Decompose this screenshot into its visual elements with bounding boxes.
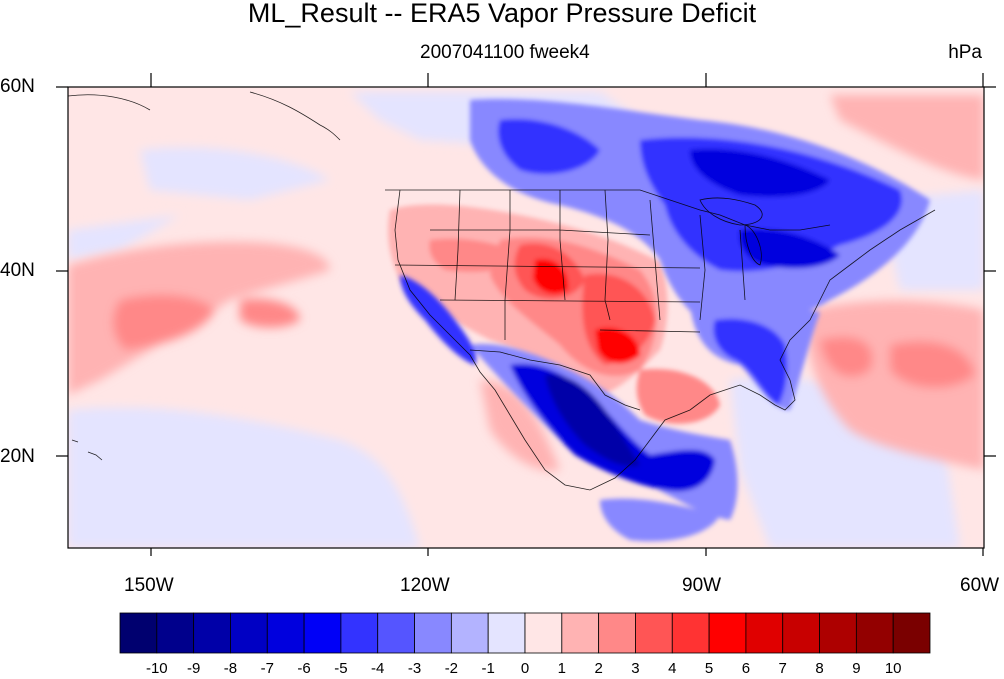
colorbar-swatch	[782, 612, 820, 654]
lat-label-20n: 20N	[0, 446, 35, 467]
colorbar-tick-label: -10	[145, 660, 168, 677]
field-region	[140, 147, 330, 200]
colorbar-tick-label: -7	[260, 660, 274, 677]
units-label: hPa	[948, 42, 982, 63]
lon-label-120w: 120W	[400, 575, 450, 596]
colorbar-swatch	[303, 612, 342, 654]
colorbar-tick-label: -2	[444, 660, 459, 677]
colorbar-swatch	[671, 612, 710, 654]
field-region	[690, 149, 830, 197]
field-region	[498, 119, 600, 174]
colorbar-tick-label: 5	[704, 660, 714, 677]
lat-label-60n: 60N	[0, 76, 35, 97]
field-region	[240, 298, 300, 328]
colorbar-tick-label: -8	[223, 660, 238, 677]
colorbar-swatch	[119, 612, 158, 654]
colorbar-swatch	[414, 612, 452, 654]
lon-label-90w: 90W	[682, 575, 722, 596]
colorbar-swatch	[819, 612, 857, 654]
colorbar-tick-label: 10	[884, 660, 902, 677]
hawaii-islands	[71, 439, 103, 461]
colorbar-swatch	[193, 612, 231, 654]
colorbar	[119, 612, 931, 654]
colorbar-swatch	[561, 612, 600, 654]
colorbar-tick-label: -4	[371, 660, 385, 677]
lon-label-60w: 60W	[960, 575, 1000, 596]
field-region	[68, 407, 420, 548]
field-region	[820, 336, 873, 377]
coastline	[394, 189, 936, 491]
colorbar-tick-label: 3	[631, 660, 640, 677]
field-region	[830, 95, 984, 180]
colorbar-tick-label: 4	[668, 660, 677, 677]
colorbar-swatch	[340, 612, 379, 654]
field-region	[636, 369, 720, 424]
colorbar-swatch	[230, 612, 268, 654]
map-field	[68, 87, 984, 548]
colorbar-tick-label: -5	[334, 660, 348, 677]
great-lakes	[699, 197, 763, 226]
colorbar-swatch	[524, 612, 563, 654]
map-title: ML_Result -- ERA5 Vapor Pressure Deficit	[247, 0, 757, 28]
axis-ticks	[56, 73, 996, 556]
colorbar-tick-label: 7	[778, 660, 787, 677]
map-subtitle: 2007041100 fweek4	[420, 42, 590, 63]
colorbar-swatch	[635, 612, 673, 654]
border-us-mexico	[469, 349, 641, 411]
colorbar-swatch	[892, 612, 931, 654]
field-region	[739, 229, 840, 269]
colorbar-tick-label: 8	[815, 660, 824, 677]
colorbar-tick-label: 2	[594, 660, 603, 677]
colorbar-swatch	[377, 612, 415, 654]
alaska-coast	[68, 91, 341, 141]
colorbar-tick-label: -3	[407, 660, 422, 677]
colorbar-swatch	[487, 612, 526, 654]
lat-label-40n: 40N	[0, 260, 35, 281]
colorbar-tick-label: 9	[852, 660, 861, 677]
colorbar-tick-label: -1	[481, 660, 495, 677]
colorbar-swatch	[855, 612, 894, 654]
colorbar-tick-label: -6	[297, 660, 311, 677]
colorbar-swatch	[598, 612, 636, 654]
state-lines	[394, 189, 746, 340]
colorbar-swatch	[266, 612, 305, 654]
colorbar-swatch	[745, 612, 784, 654]
lake-michigan	[744, 224, 762, 266]
colorbar-swatch	[156, 612, 195, 654]
field-region	[713, 318, 788, 405]
lon-label-150w: 150W	[124, 575, 174, 596]
field-region	[600, 498, 720, 542]
colorbar-tick-label: -9	[186, 660, 201, 677]
field-region	[113, 294, 215, 350]
colorbar-swatch	[450, 612, 489, 654]
field-region	[890, 341, 975, 388]
colorbar-swatch	[708, 612, 747, 654]
border-us-canada	[385, 189, 831, 231]
field-region	[68, 215, 180, 260]
colorbar-tick-label: 0	[520, 660, 530, 677]
field-region	[533, 259, 569, 294]
colorbar-tick-label: 1	[557, 660, 566, 677]
colorbar-tick-label: 6	[741, 660, 751, 677]
field-region	[545, 374, 640, 467]
field-region	[595, 327, 640, 364]
field-region	[480, 380, 560, 471]
map-frame	[67, 86, 985, 549]
